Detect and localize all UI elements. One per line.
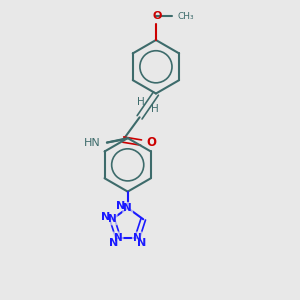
Text: N: N bbox=[109, 238, 118, 248]
Text: O: O bbox=[153, 11, 162, 21]
Text: CH₃: CH₃ bbox=[177, 12, 194, 21]
Text: N: N bbox=[133, 232, 142, 242]
Text: N: N bbox=[108, 214, 116, 224]
Text: N: N bbox=[116, 202, 125, 212]
Text: O: O bbox=[146, 136, 156, 149]
Text: H: H bbox=[137, 97, 145, 107]
Text: N: N bbox=[137, 238, 146, 248]
Text: N: N bbox=[101, 212, 110, 222]
Text: N: N bbox=[123, 203, 132, 213]
Text: N: N bbox=[114, 232, 122, 242]
Text: HN: HN bbox=[84, 138, 100, 148]
Text: H: H bbox=[151, 104, 159, 114]
